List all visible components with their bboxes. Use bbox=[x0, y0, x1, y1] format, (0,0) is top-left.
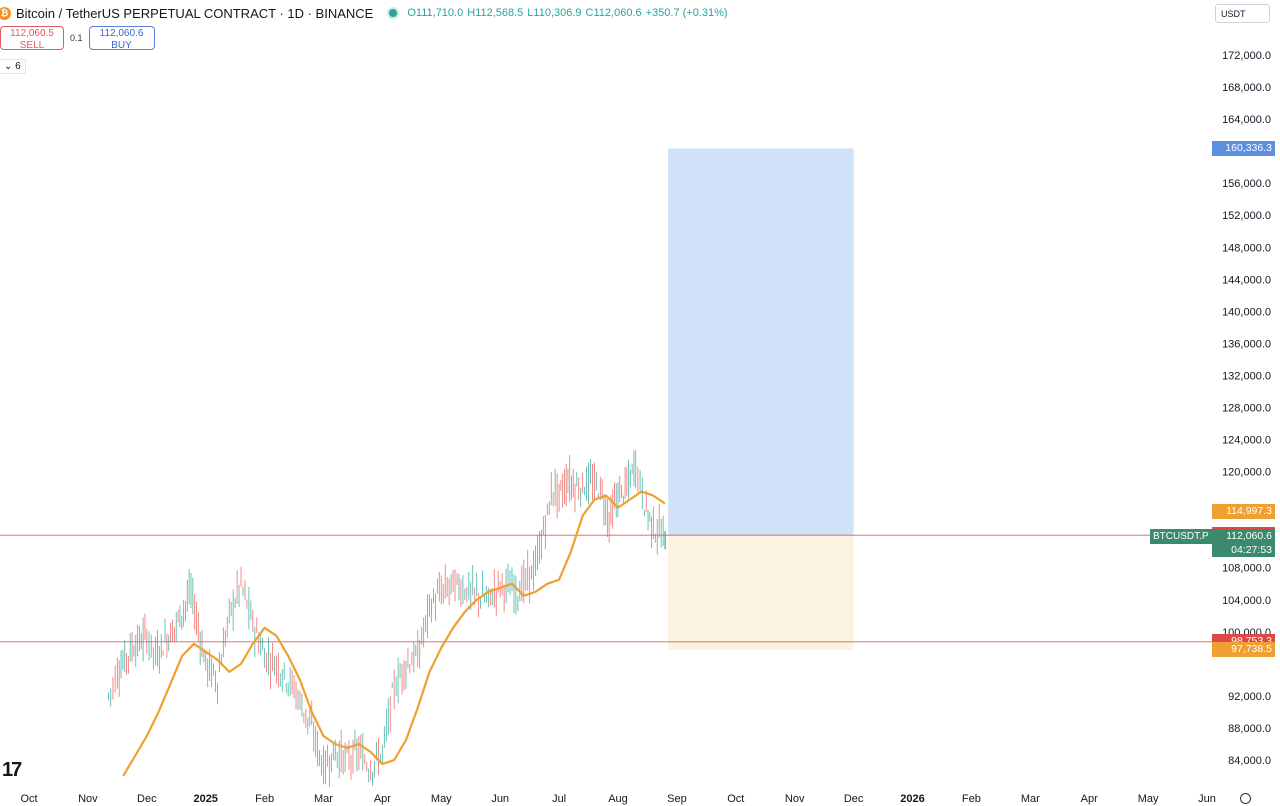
price-axis-tag: 97,738.5 bbox=[1212, 642, 1275, 658]
indicators-toggle-button[interactable]: ⌄ 6 bbox=[0, 59, 26, 74]
y-tick-label: 124,000.0 bbox=[1222, 435, 1271, 447]
x-tick-label: Oct bbox=[20, 793, 37, 805]
change-value: +350.7 (+0.31%) bbox=[645, 7, 728, 19]
y-tick-label: 168,000.0 bbox=[1222, 82, 1271, 94]
symbol-price-tag: BTCUSDT.P bbox=[1150, 529, 1212, 544]
spread-value: 0.1 bbox=[70, 33, 83, 43]
y-tick-label: 128,000.0 bbox=[1222, 403, 1271, 415]
x-tick-label: Dec bbox=[137, 793, 157, 805]
high-value: H112,568.5 bbox=[467, 7, 524, 19]
x-tick-label: Dec bbox=[844, 793, 864, 805]
last-price-label: 112,060.6 04:27:53 bbox=[1212, 529, 1275, 557]
y-tick-label: 140,000.0 bbox=[1222, 306, 1271, 318]
x-tick-label: May bbox=[431, 793, 452, 805]
settings-gear-icon[interactable] bbox=[1240, 793, 1251, 804]
x-tick-label: Mar bbox=[1021, 793, 1040, 805]
x-tick-label: Jul bbox=[552, 793, 566, 805]
y-tick-label: 104,000.0 bbox=[1222, 595, 1271, 607]
buy-label: BUY bbox=[111, 40, 132, 51]
chart-header: ₿ Bitcoin / TetherUS PERPETUAL CONTRACT … bbox=[0, 0, 728, 26]
x-tick-label: Feb bbox=[962, 793, 981, 805]
bitcoin-logo-icon: ₿ bbox=[0, 6, 11, 20]
price-axis-tag: 160,336.3 bbox=[1212, 140, 1275, 156]
y-tick-label: 108,000.0 bbox=[1222, 563, 1271, 575]
target-zone bbox=[668, 148, 854, 536]
y-tick-label: 88,000.0 bbox=[1228, 723, 1271, 735]
buy-price: 112,060.6 bbox=[99, 28, 144, 39]
x-tick-label: Nov bbox=[78, 793, 98, 805]
ohlc-values: O111,710.0 H112,568.5 L110,306.9 C112,06… bbox=[407, 7, 727, 19]
sell-button[interactable]: 112,060.5 SELL bbox=[0, 26, 64, 51]
y-tick-label: 136,000.0 bbox=[1222, 338, 1271, 350]
y-tick-label: 92,000.0 bbox=[1228, 691, 1271, 703]
x-tick-label: Nov bbox=[785, 793, 805, 805]
x-tick-label: Apr bbox=[1081, 793, 1098, 805]
open-value: O111,710.0 bbox=[407, 7, 464, 19]
x-tick-label: Mar bbox=[314, 793, 333, 805]
x-tick-label: 2025 bbox=[193, 793, 217, 805]
market-status-icon bbox=[389, 9, 398, 17]
x-tick-label: Jun bbox=[491, 793, 509, 805]
y-tick-label: 144,000.0 bbox=[1222, 274, 1271, 286]
low-value: L110,306.9 bbox=[527, 7, 582, 19]
currency-select[interactable]: USDT bbox=[1215, 4, 1270, 23]
x-tick-label: Aug bbox=[608, 793, 628, 805]
close-value: C112,060.6 bbox=[585, 7, 642, 19]
y-tick-label: 152,000.0 bbox=[1222, 210, 1271, 222]
x-tick-label: 2026 bbox=[900, 793, 924, 805]
tradingview-logo-icon[interactable]: 17 bbox=[2, 759, 22, 781]
y-tick-label: 120,000.0 bbox=[1222, 467, 1271, 479]
buy-button[interactable]: 112,060.6 BUY bbox=[88, 26, 155, 51]
y-tick-label: 84,000.0 bbox=[1228, 755, 1271, 767]
sell-label: SELL bbox=[19, 40, 45, 51]
stop-zone bbox=[668, 535, 854, 650]
x-tick-label: Oct bbox=[727, 793, 744, 805]
x-tick-label: Feb bbox=[255, 793, 274, 805]
price-axis-tag: 114,997.3 bbox=[1212, 504, 1275, 520]
moving-average-line bbox=[122, 490, 666, 777]
y-tick-label: 156,000.0 bbox=[1222, 178, 1271, 190]
last-price-value: 112,060.6 bbox=[1226, 530, 1272, 542]
sell-price: 112,060.5 bbox=[10, 28, 54, 39]
x-tick-label: Apr bbox=[374, 793, 391, 805]
x-tick-label: May bbox=[1138, 793, 1159, 805]
bar-countdown: 04:27:53 bbox=[1231, 544, 1272, 556]
y-tick-label: 148,000.0 bbox=[1222, 242, 1271, 254]
y-tick-label: 164,000.0 bbox=[1222, 114, 1271, 126]
y-tick-label: 172,000.0 bbox=[1222, 50, 1271, 62]
y-tick-label: 132,000.0 bbox=[1222, 370, 1271, 382]
x-tick-label: Jun bbox=[1198, 793, 1216, 805]
trade-panel: 112,060.5 SELL 0.1 112,060.6 BUY bbox=[0, 26, 155, 51]
x-tick-label: Sep bbox=[667, 793, 687, 805]
symbol-title[interactable]: Bitcoin / TetherUS PERPETUAL CONTRACT · … bbox=[16, 5, 374, 21]
